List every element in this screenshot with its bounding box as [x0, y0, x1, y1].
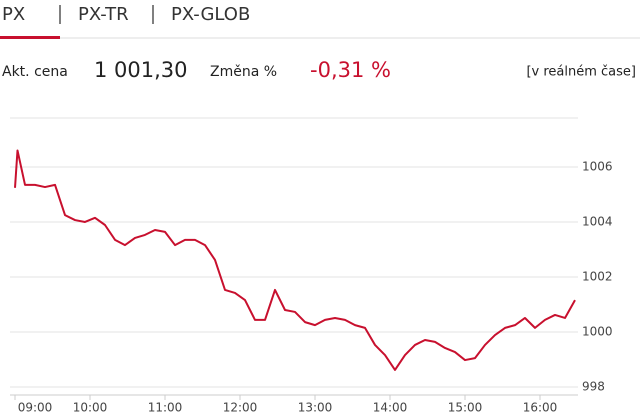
y-tick-label: 1002 — [582, 269, 613, 283]
x-tick-label: 12:00 — [223, 401, 258, 415]
y-tick-label: 998 — [582, 380, 605, 394]
x-tick-label: 13:00 — [298, 401, 333, 415]
x-tick-label: 11:00 — [148, 401, 183, 415]
price-label: Akt. cena — [2, 64, 68, 80]
y-tick-label: 1006 — [582, 159, 613, 173]
x-tick-label: 10:00 — [73, 401, 108, 415]
y-tick-label: 1004 — [582, 214, 613, 228]
x-tick-label: 15:00 — [448, 401, 483, 415]
x-tick-label: 16:00 — [523, 401, 558, 415]
realtime-note: [v reálném čase] — [526, 65, 636, 80]
x-tick-label: 14:00 — [373, 401, 408, 415]
active-tab-indicator — [0, 36, 60, 39]
change-label: Změna % — [210, 64, 277, 80]
x-tick-label: 09:00 — [18, 401, 53, 415]
tab[interactable]: PX-TR — [78, 4, 129, 25]
y-tick-label: 1000 — [582, 325, 613, 339]
price: 1 001,30 — [94, 58, 188, 82]
tab[interactable]: PX-GLOB — [171, 4, 250, 25]
tab[interactable]: PX — [2, 4, 25, 25]
price-line — [14, 149, 576, 371]
change: -0,31 % — [310, 58, 391, 82]
